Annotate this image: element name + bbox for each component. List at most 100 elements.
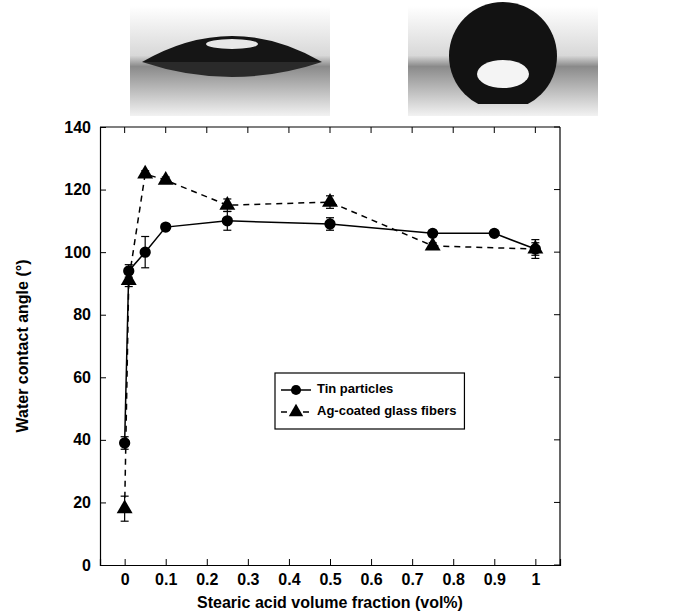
data-point — [219, 196, 235, 210]
data-point — [158, 171, 174, 185]
x-tick: 0.9 — [484, 559, 506, 588]
x-tick: 0.8 — [443, 559, 465, 588]
x-tick-mark — [248, 559, 249, 565]
y-tick-label: 20 — [73, 494, 91, 511]
data-point — [140, 246, 151, 257]
x-tick-mark — [494, 559, 495, 565]
y-tick-mark — [100, 377, 106, 378]
error-bar-cap — [121, 521, 129, 522]
y-axis-line — [101, 128, 107, 566]
x-tick-label: 0.3 — [237, 571, 259, 588]
y-tick-label: 0 — [82, 557, 91, 574]
y-axis: 0 20 40 60 80 100 120 140 — [64, 119, 106, 574]
x-axis: 00.10.20.30.40.50.60.70.80.91 — [101, 559, 561, 588]
data-point — [324, 218, 335, 229]
x-tick-mark-top — [535, 127, 536, 133]
x-tick-mark-top — [247, 127, 248, 133]
error-bar-cap — [125, 286, 133, 287]
y-tick: 140 — [64, 119, 106, 136]
y-tick: 120 — [64, 181, 106, 198]
y-tick-mark-right — [554, 127, 560, 128]
x-tick-label: 0.2 — [196, 571, 218, 588]
x-tick: 0.4 — [278, 559, 300, 588]
y-tick-mark-right — [554, 439, 560, 440]
x-tick-mark-top — [494, 127, 495, 133]
droplet — [449, 2, 557, 104]
chart: 00.10.20.30.40.50.60.70.80.9102040608010… — [0, 0, 684, 615]
x-tick: 0.1 — [155, 559, 177, 588]
x-tick-mark — [371, 559, 372, 565]
data-point — [489, 228, 500, 239]
error-bar-cap — [326, 217, 334, 218]
y-tick: 40 — [73, 431, 106, 448]
error-bar-cap — [223, 211, 231, 212]
error-bar-cap — [141, 236, 149, 237]
x-tick-label: 0.1 — [155, 571, 177, 588]
x-tick: 0 — [121, 559, 130, 588]
y-tick: 20 — [73, 494, 106, 511]
droplet-reflection — [142, 62, 322, 77]
droplet-highlight — [206, 39, 258, 49]
droplet-image-left — [130, 6, 330, 116]
x-tick-mark — [289, 559, 290, 565]
legend-label: Tin particles — [317, 381, 393, 396]
x-tick-label: 0.8 — [443, 571, 465, 588]
x-tick: 0.6 — [360, 559, 382, 588]
x-tick-mark — [412, 559, 413, 565]
x-tick-mark — [330, 559, 331, 565]
y-tick-label: 80 — [73, 306, 91, 323]
x-tick: 0.2 — [196, 559, 218, 588]
x-tick-label: 0.6 — [360, 571, 382, 588]
legend: Tin particles Ag-coated glass fibers — [275, 373, 464, 429]
x-axis-title: Stearic acid volume fraction (vol%) — [197, 594, 463, 611]
x-tick-label: 0.5 — [319, 571, 341, 588]
y-tick-label: 120 — [64, 181, 91, 198]
frame-right — [559, 127, 560, 565]
y-axis-title: Water contact angle (°) — [14, 260, 31, 433]
x-tick-mark — [535, 559, 536, 565]
error-bar-cap — [121, 496, 129, 497]
y-tick-mark-right — [554, 377, 560, 378]
y-tick-mark-right — [554, 565, 560, 566]
series-line — [125, 221, 536, 443]
error-bar-cap — [223, 211, 231, 212]
droplet-image-right — [408, 2, 598, 116]
y-tick-label: 100 — [64, 244, 91, 261]
data-point — [119, 437, 130, 448]
x-tick-label: 0.4 — [278, 571, 300, 588]
data-point — [121, 271, 137, 285]
x-tick-mark-top — [288, 127, 289, 133]
y-tick: 60 — [73, 369, 106, 386]
legend-marker — [289, 404, 303, 416]
y-tick: 0 — [82, 557, 106, 574]
y-tick: 100 — [64, 244, 106, 261]
error-bar-cap — [326, 208, 334, 209]
x-tick-label: 1 — [531, 571, 540, 588]
y-tick-mark — [100, 190, 106, 191]
x-tick-mark-top — [412, 127, 413, 133]
droplet — [142, 36, 322, 62]
y-tick-mark-right — [554, 189, 560, 190]
data-point — [137, 165, 153, 179]
legend-marker — [291, 385, 301, 395]
x-tick-mark-top — [371, 127, 372, 133]
data-point — [222, 215, 233, 226]
data-point — [527, 240, 543, 254]
legend-label: Ag-coated glass fibers — [317, 403, 456, 418]
x-tick: 1 — [531, 559, 540, 588]
x-tick: 0.5 — [319, 559, 341, 588]
x-tick-mark-top — [124, 127, 125, 133]
data-point — [425, 237, 441, 251]
y-tick-mark-right — [554, 502, 560, 503]
error-bar-cap — [531, 258, 539, 259]
error-bar-cap — [223, 230, 231, 231]
error-bar-cap — [121, 436, 129, 437]
y-tick: 80 — [73, 306, 106, 323]
data-point — [322, 193, 338, 207]
series-line — [125, 174, 536, 509]
x-tick-mark-top — [165, 127, 166, 133]
legend-box — [275, 373, 464, 429]
x-tick: 0.3 — [237, 559, 259, 588]
legend-entry: Ag-coated glass fibers — [281, 403, 456, 418]
y-tick-mark — [100, 440, 106, 441]
